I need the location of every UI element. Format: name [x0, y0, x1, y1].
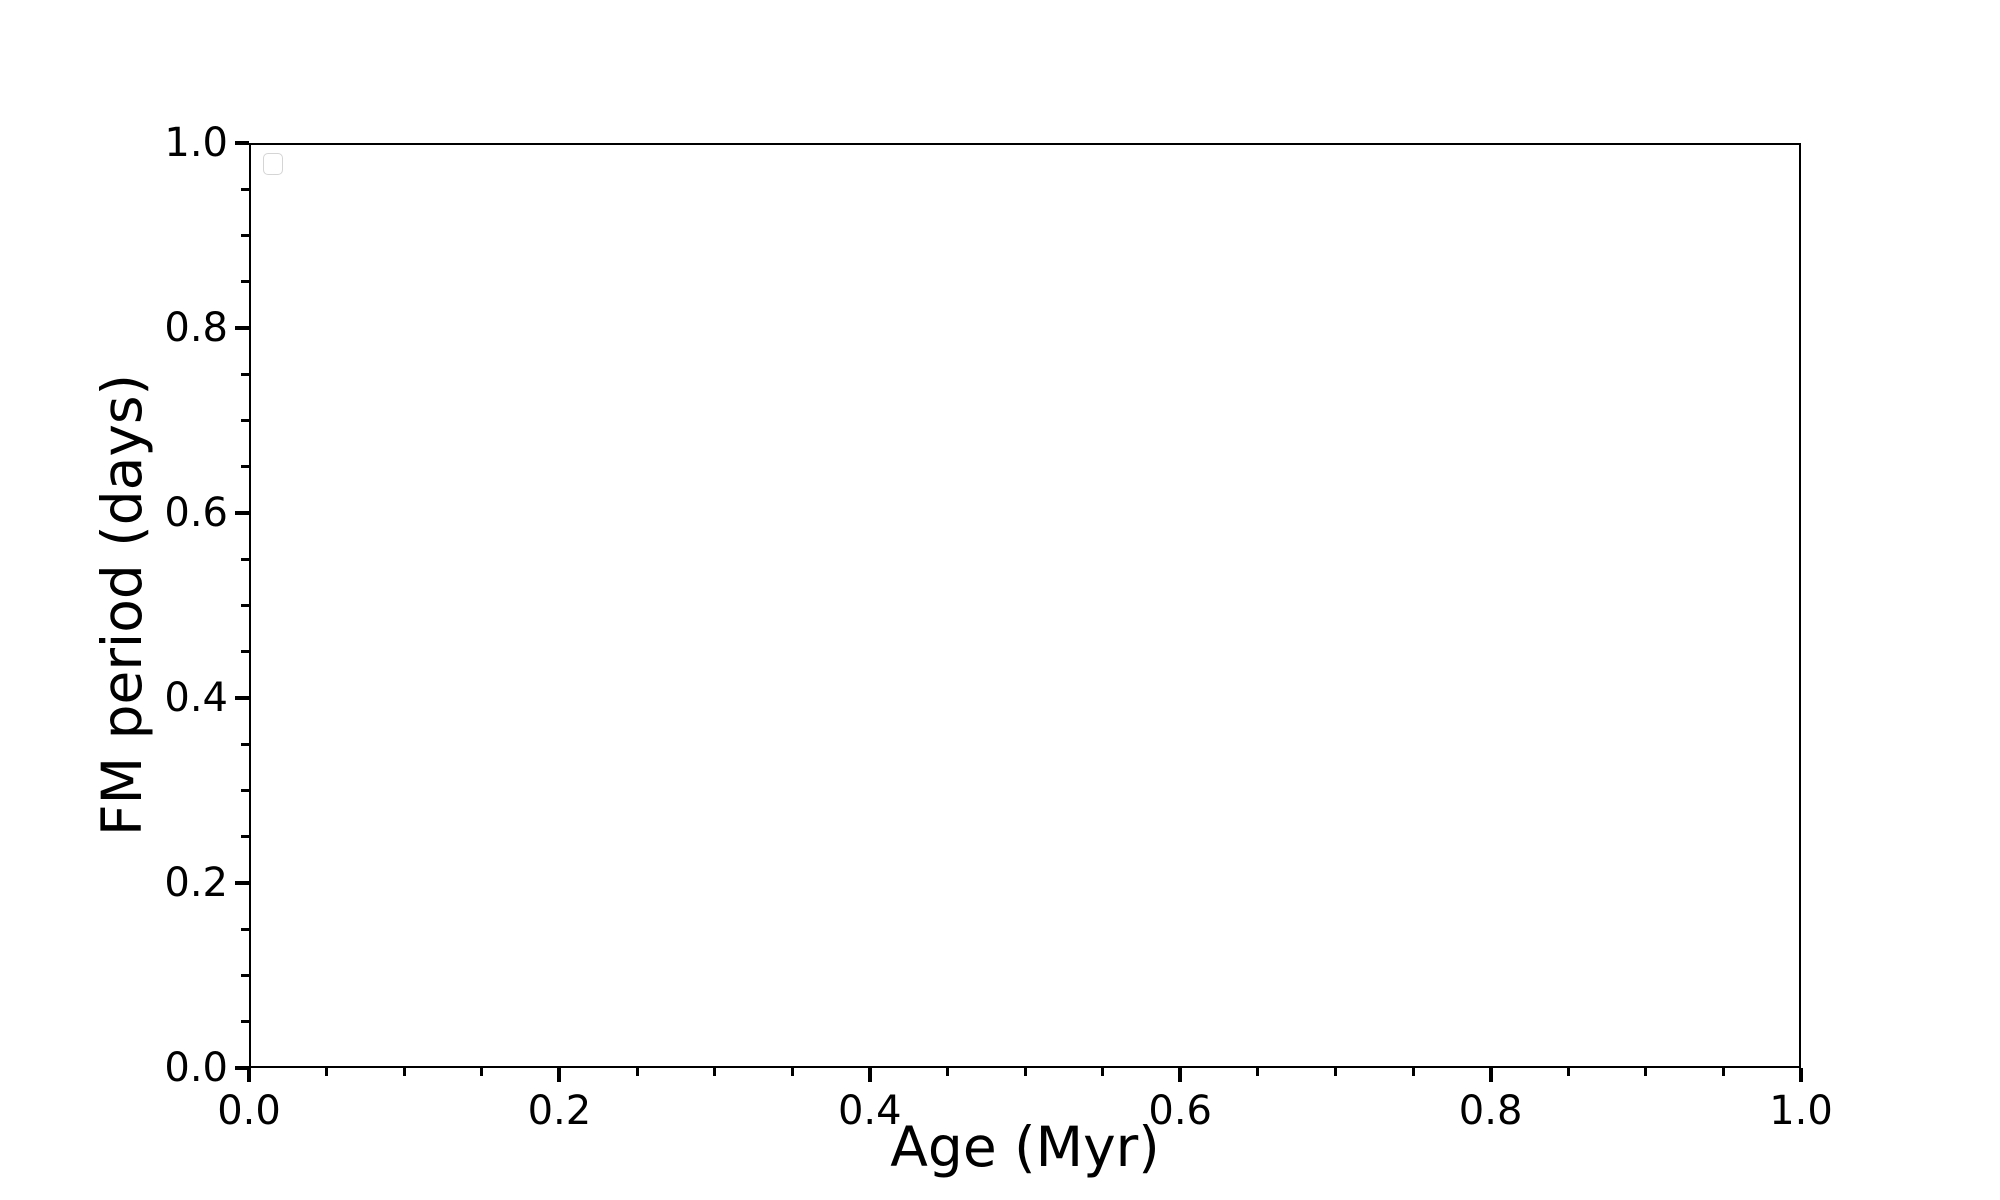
- x-minor-tick: [790, 1068, 794, 1076]
- y-tick-label: 0.4: [164, 675, 228, 721]
- x-tick-label: 1.0: [1769, 1088, 1833, 1134]
- y-major-tick: [235, 881, 249, 885]
- y-tick-label: 0.2: [164, 860, 228, 906]
- y-major-tick: [235, 511, 249, 515]
- x-tick-label: 0.6: [1148, 1088, 1212, 1134]
- x-major-tick: [557, 1068, 562, 1082]
- y-tick-label: 0.6: [164, 490, 228, 536]
- y-minor-tick: [241, 372, 249, 376]
- y-minor-tick: [241, 419, 249, 422]
- y-minor-tick: [241, 187, 249, 191]
- x-major-tick: [1799, 1068, 1803, 1082]
- y-minor-tick: [241, 234, 249, 237]
- x-minor-tick: [635, 1068, 639, 1076]
- x-tick-label: 0.4: [837, 1088, 902, 1134]
- y-minor-tick: [241, 835, 249, 839]
- x-minor-tick: [480, 1068, 484, 1076]
- x-major-tick: [1178, 1068, 1183, 1082]
- y-minor-tick: [241, 465, 249, 469]
- x-minor-tick: [1566, 1068, 1570, 1076]
- x-axis-label: Age (Myr): [890, 1115, 1160, 1179]
- y-minor-tick: [241, 1020, 249, 1024]
- y-tick-label: 0.8: [164, 305, 228, 351]
- x-major-tick: [247, 1068, 251, 1082]
- y-major-tick: [235, 696, 249, 700]
- plot-area: [249, 143, 1801, 1068]
- x-minor-tick: [1333, 1068, 1337, 1076]
- y-minor-tick: [241, 927, 249, 931]
- y-minor-tick: [241, 789, 249, 792]
- x-minor-tick: [1644, 1068, 1648, 1076]
- x-tick-label: 0.8: [1458, 1088, 1523, 1134]
- x-minor-tick: [1023, 1068, 1027, 1076]
- x-minor-tick: [1256, 1068, 1260, 1076]
- y-tick-label: 0.0: [164, 1045, 228, 1091]
- y-major-tick: [235, 1066, 249, 1070]
- x-minor-tick: [1101, 1068, 1105, 1076]
- x-tick-label: 0.2: [527, 1088, 592, 1134]
- x-major-tick: [867, 1068, 872, 1082]
- y-major-tick: [235, 141, 249, 145]
- x-minor-tick: [325, 1068, 329, 1076]
- x-minor-tick: [1411, 1068, 1415, 1076]
- x-tick-label: 0.0: [217, 1088, 281, 1134]
- y-minor-tick: [241, 974, 249, 977]
- y-major-tick: [235, 326, 249, 330]
- y-axis-label: FM period (days): [90, 374, 154, 836]
- y-minor-tick: [241, 650, 249, 654]
- y-minor-tick: [241, 280, 249, 284]
- x-minor-tick: [402, 1068, 406, 1076]
- x-minor-tick: [945, 1068, 949, 1076]
- x-minor-tick: [1721, 1068, 1725, 1076]
- y-minor-tick: [241, 604, 249, 607]
- y-tick-label: 1.0: [164, 120, 228, 166]
- legend-box: [263, 153, 283, 175]
- x-major-tick: [1488, 1068, 1493, 1082]
- y-minor-tick: [241, 742, 249, 746]
- x-minor-tick: [713, 1068, 717, 1076]
- y-minor-tick: [241, 557, 249, 561]
